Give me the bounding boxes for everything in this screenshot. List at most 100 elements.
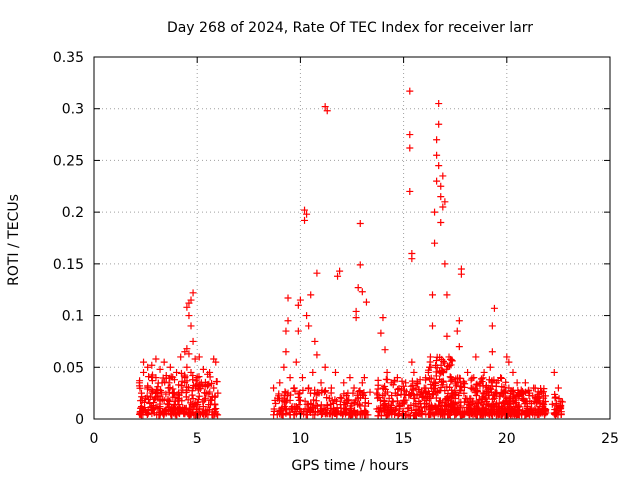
data-point [360,374,368,382]
data-point [198,408,206,416]
data-point [154,392,162,400]
data-point [167,410,175,418]
y-tick-label: 0.25 [53,153,84,169]
data-point [486,363,494,371]
data-point [439,369,447,377]
x-tick-label: 5 [193,431,202,447]
data-point [194,386,202,394]
data-point [428,322,436,330]
data-point [301,397,309,405]
data-point [393,374,401,382]
data-point [381,399,389,407]
data-point [443,332,451,340]
data-point [355,387,363,395]
data-point [554,384,562,392]
data-point [166,363,174,371]
data-point [432,357,440,365]
data-point [334,272,342,280]
data-point [441,359,449,367]
data-point [503,353,511,361]
data-point [296,396,304,404]
data-point [179,408,187,416]
data-point [290,384,298,392]
data-point [195,392,203,400]
data-point [484,409,492,417]
data-point [142,407,150,415]
data-point [174,406,182,414]
data-point [383,368,391,376]
data-point [424,387,432,395]
data-point [515,393,523,401]
data-point [550,368,558,376]
data-point [488,322,496,330]
data-point [173,368,181,376]
data-point [286,411,294,419]
data-point [356,411,364,419]
data-point [355,400,363,408]
data-point [432,394,440,402]
data-point [445,353,453,361]
data-point [391,378,399,386]
data-point [331,368,339,376]
data-point [349,407,357,415]
data-point [338,394,346,402]
data-point [356,261,364,269]
data-point [499,389,507,397]
data-point [358,288,366,296]
data-point [150,405,158,413]
data-point [167,373,175,381]
data-point [556,405,564,413]
data-point [179,404,187,412]
data-point [377,329,385,337]
data-point [171,393,179,401]
data-point [416,376,424,384]
data-point [162,372,170,380]
data-point [284,294,292,302]
x-tick-label: 15 [395,431,413,447]
data-point [501,399,509,407]
data-point [305,322,313,330]
data-point [421,404,429,412]
data-point [307,291,315,299]
data-point [320,388,328,396]
data-point [519,396,527,404]
data-point [201,394,209,402]
data-point [427,374,435,382]
data-point [270,411,278,419]
data-point [424,368,432,376]
data-point [488,377,496,385]
data-point [418,392,426,400]
data-point [442,402,450,410]
data-point [307,399,315,407]
data-point [437,193,445,201]
data-point [412,384,420,392]
data-point [490,304,498,312]
data-point [408,358,416,366]
data-point [315,389,323,397]
data-point [541,398,549,406]
data-point [199,365,207,373]
data-point [321,387,329,395]
data-point [555,395,563,403]
data-point [179,386,187,394]
data-point [298,374,306,382]
data-point [400,396,408,404]
data-point [291,407,299,415]
data-point [187,322,195,330]
data-point [437,383,445,391]
data-point [530,384,538,392]
data-point [286,374,294,382]
data-point [443,291,451,299]
data-point [498,374,506,382]
data-point [161,406,169,414]
data-point [495,403,503,411]
data-point [426,353,434,361]
data-point [537,384,545,392]
plot-frame [93,56,611,420]
x-tick-label: 0 [90,431,99,447]
y-tick-label: 0 [75,412,84,428]
data-point [412,411,420,419]
data-point [189,289,197,297]
data-point [395,403,403,411]
data-point [140,368,148,376]
